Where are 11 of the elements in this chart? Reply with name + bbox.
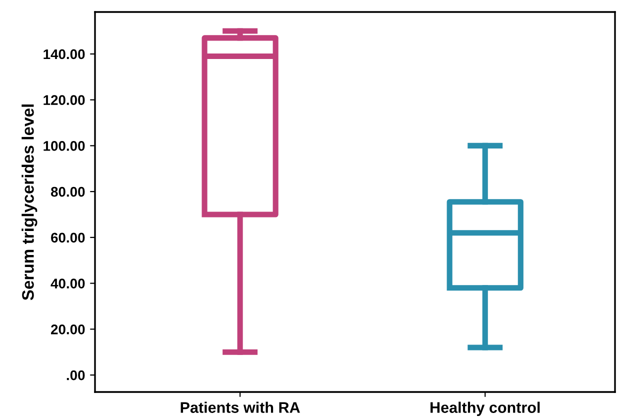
x-tick-label: Patients with RA — [180, 402, 300, 413]
y-tick-label: .00 — [66, 370, 85, 380]
y-tick-label: 60.00 — [51, 232, 85, 243]
y-tick-label: 20.00 — [51, 324, 85, 334]
y-axis-title: Serum triglycerides level — [22, 104, 38, 300]
y-tick-label: 120.00 — [44, 95, 85, 106]
y-tick-label: 40.00 — [50, 278, 85, 288]
y-tick-label: 100.00 — [44, 141, 85, 151]
y-tick-label: 140.00 — [44, 49, 85, 60]
x-tick-label: Healthy control — [430, 402, 540, 416]
y-tick-label: 80.00 — [50, 186, 85, 197]
